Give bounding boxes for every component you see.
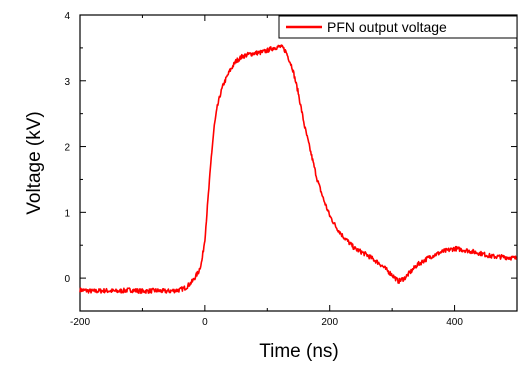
x-tick-label: 0	[202, 317, 208, 328]
y-tick-label: 3	[64, 77, 70, 88]
x-axis-title: Time (ns)	[259, 341, 339, 362]
x-tick-label: 400	[446, 317, 463, 328]
legend-box	[278, 15, 518, 39]
x-tick-label: -200	[70, 317, 90, 328]
y-tick-label: 1	[64, 208, 70, 219]
legend-label: PFN output voltage	[327, 19, 447, 35]
x-tick-label: 200	[321, 317, 338, 328]
series-line-pfn-output-voltage	[79, 44, 517, 295]
y-tick-label: 4	[64, 11, 70, 22]
y-tick-label: 0	[64, 274, 70, 285]
ticks-layer: -200 0 200 400 0 1 2 3 4	[64, 11, 517, 328]
y-axis-title: Voltage (kV)	[24, 111, 45, 215]
legend: PFN output voltage	[278, 15, 518, 39]
y-tick-label: 2	[64, 143, 70, 154]
plot-frame	[79, 14, 518, 312]
